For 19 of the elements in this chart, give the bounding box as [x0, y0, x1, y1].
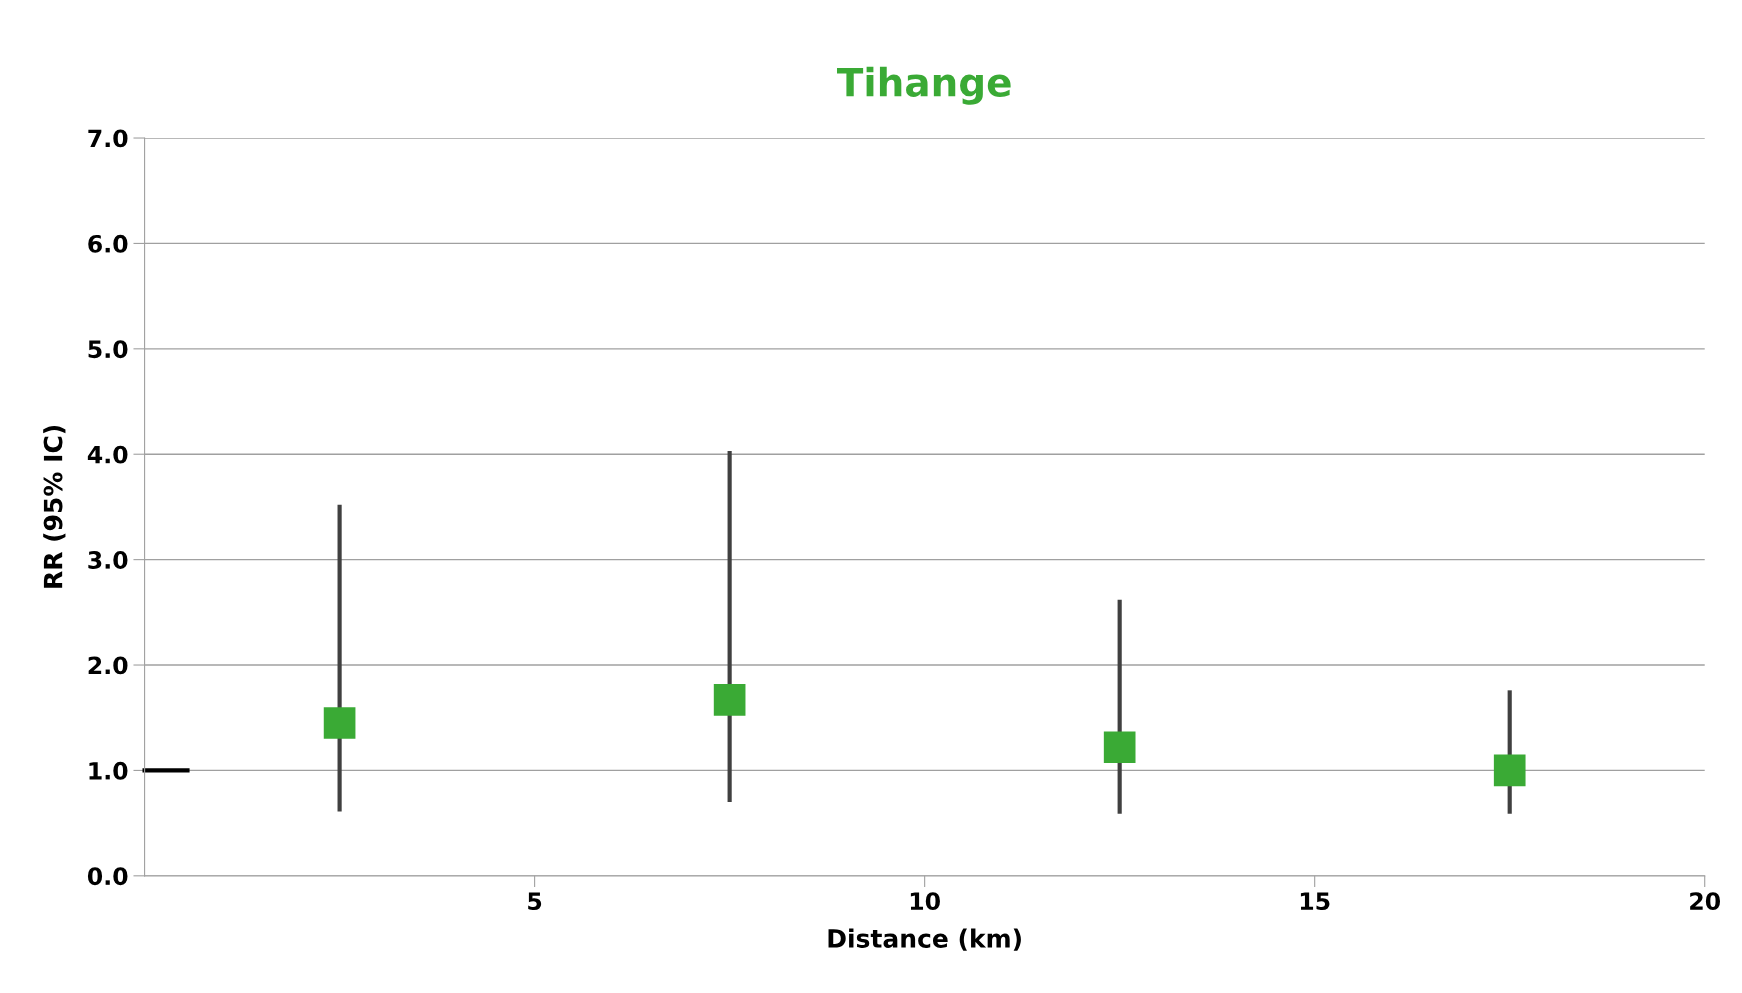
y-tick-label: 6.0: [88, 234, 128, 253]
y-tick-label: 5.0: [88, 340, 128, 359]
y-tick-label: 0.0: [87, 867, 128, 886]
x-tick-label: 10: [910, 892, 940, 911]
y-tick-label: 3.0: [88, 551, 128, 569]
y-tick-label: 2.0: [88, 656, 128, 675]
x-tick-label: 5: [528, 892, 542, 911]
point: [1103, 731, 1136, 764]
y-tick-label: 4.0: [87, 445, 128, 464]
point: [323, 707, 356, 739]
point: [713, 683, 746, 716]
chart-title: Tihange: [837, 66, 1011, 105]
point: [1493, 754, 1526, 787]
x-tick-label: 15: [1300, 892, 1330, 911]
y-tick-label: 1.0: [89, 761, 128, 780]
x-tick-label: 20: [1690, 892, 1721, 911]
y-axis-title: RR (95% IC): [43, 425, 66, 588]
x-axis-title: Distance (km): [828, 928, 1021, 951]
y-tick-label: 7.0: [88, 129, 128, 148]
